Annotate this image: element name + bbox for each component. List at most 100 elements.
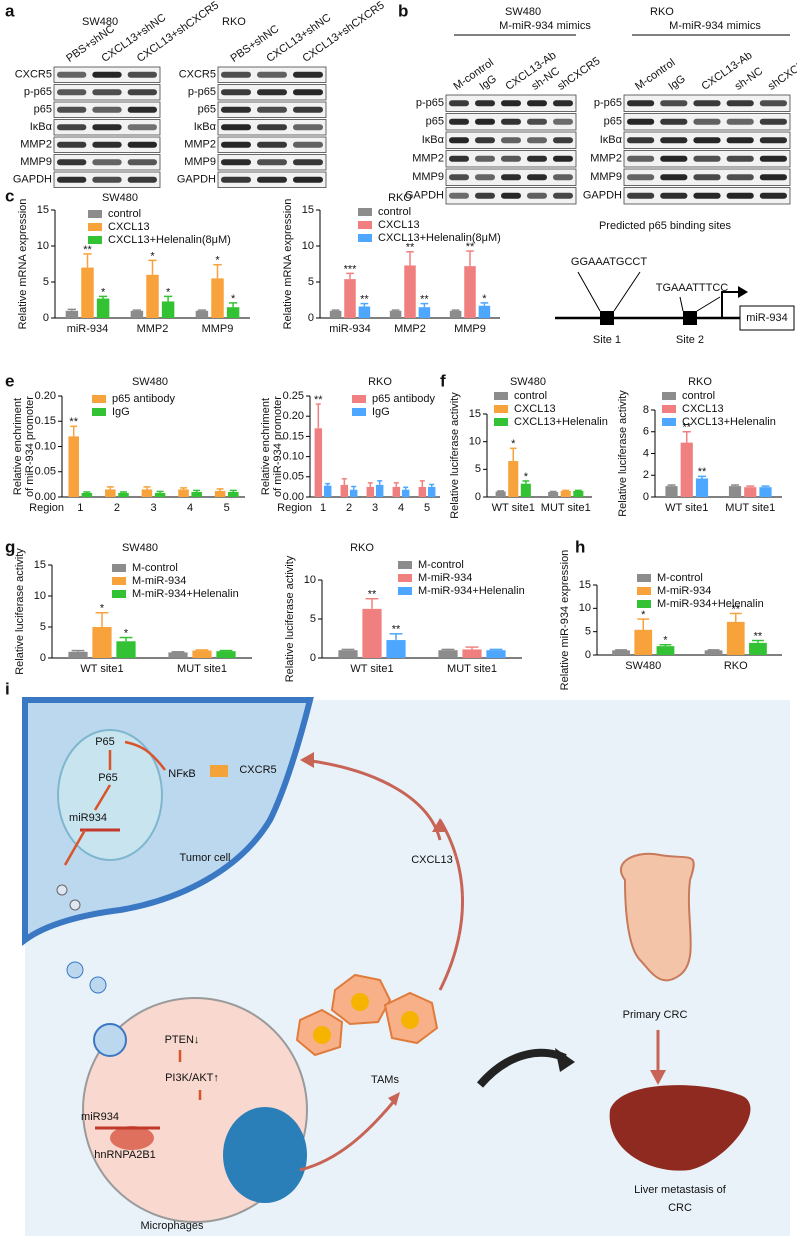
legend-swatch (662, 418, 676, 426)
gene-box (739, 305, 795, 331)
legend-label: CXCL13+Helenalin (682, 416, 776, 428)
band (553, 137, 573, 144)
legend-swatch (358, 221, 372, 229)
band (759, 155, 787, 162)
row-label: p65 (34, 104, 52, 116)
bar (154, 492, 166, 497)
band (92, 106, 122, 113)
lane-label: IgG (666, 73, 687, 93)
y-tick-label: 10 (304, 574, 316, 586)
row-label: GAPDH (583, 190, 622, 202)
y-tick-label: 10 (469, 436, 481, 448)
band (449, 174, 469, 181)
y-tick-label: 15 (579, 579, 591, 591)
panel-letter: c (5, 186, 14, 205)
panel-letter: g (5, 537, 15, 556)
significance-label: * (215, 255, 220, 267)
bar (726, 621, 745, 655)
row-label: GAPDH (13, 174, 52, 186)
band (221, 141, 251, 148)
row-label: IκBα (30, 121, 53, 133)
site-sequence: TGAAATTTCC (656, 282, 729, 294)
bar (141, 489, 153, 497)
legend-label: M-control (657, 572, 703, 584)
significance-label: ** (420, 294, 429, 306)
y-tick-label: 0.10 (283, 451, 304, 463)
row-label: IκBα (600, 134, 623, 146)
legend-label: p65 antibody (112, 393, 175, 405)
band (221, 71, 251, 78)
chart-title: SW480 (102, 192, 138, 204)
band (449, 100, 469, 107)
band (527, 118, 547, 125)
x-tick-label: MMP2 (137, 323, 169, 335)
bar (344, 279, 356, 318)
x-tick-label: 4 (398, 502, 404, 514)
bar (759, 487, 772, 497)
chart-title: RKO (350, 542, 374, 554)
panel-letter: e (5, 371, 14, 390)
bar (92, 627, 112, 658)
legend-label: CXCL13 (108, 221, 150, 233)
y-axis-label: Relative luciferase activity (284, 555, 296, 682)
bar (362, 608, 382, 658)
lane-label: shCXCR5 (766, 55, 797, 93)
band (726, 100, 754, 107)
y-tick-label: 15 (302, 204, 314, 216)
band (257, 141, 287, 148)
arrowhead (650, 1070, 666, 1085)
arrowhead (432, 818, 448, 832)
band (660, 100, 688, 107)
chart-title: SW480 (122, 542, 158, 554)
band (57, 159, 87, 166)
band (627, 192, 655, 199)
band (221, 106, 251, 113)
vesicle (66, 961, 84, 979)
band (293, 106, 323, 113)
callout (679, 296, 721, 312)
band (660, 137, 688, 144)
arrow (124, 740, 166, 771)
band (57, 106, 87, 113)
blot-subtitle: M-miR-934 mimics (499, 20, 591, 32)
legend-swatch (494, 405, 508, 413)
row-label: MMP2 (20, 139, 52, 151)
y-axis-label: Relative mRNA expression (17, 199, 29, 330)
bar (728, 486, 742, 497)
bar (680, 442, 693, 497)
band (660, 192, 688, 199)
y-tick-label: 5 (308, 276, 314, 288)
band (127, 141, 157, 148)
legend-swatch (494, 418, 508, 426)
band (693, 100, 721, 107)
legend-swatch (92, 408, 106, 416)
y-axis-label: Relative luciferase activity (14, 548, 26, 675)
band (759, 192, 787, 199)
band (92, 124, 122, 131)
legend-label: CXCL13 (682, 403, 724, 415)
band (660, 155, 688, 162)
y-tick-label: 0.00 (35, 491, 56, 503)
legend-label: M-miR-934+Helenalin (418, 585, 525, 597)
legend-swatch (662, 392, 676, 400)
panel-letter: b (398, 1, 408, 20)
legend-swatch (398, 587, 412, 595)
x-tick-label: MUT site1 (447, 663, 497, 675)
legend-swatch (112, 590, 126, 598)
bar (464, 266, 476, 318)
band (257, 89, 287, 96)
bar (520, 483, 531, 497)
band (527, 155, 547, 162)
bar-chart: RKO Relative mRNA expression 0 5 10 15 miR-934… (282, 192, 501, 335)
y-axis-label: Relative enchriment (260, 398, 272, 495)
legend-swatch (358, 208, 372, 216)
y-tick-label: 0 (40, 652, 46, 664)
x-tick-label: SW480 (625, 660, 661, 672)
y-tick-label: 5 (43, 276, 49, 288)
band (221, 89, 251, 96)
schematic-label: TAMs (371, 1074, 399, 1086)
bar (744, 487, 757, 497)
x-tick-label: MUT site1 (725, 502, 775, 514)
band (127, 89, 157, 96)
